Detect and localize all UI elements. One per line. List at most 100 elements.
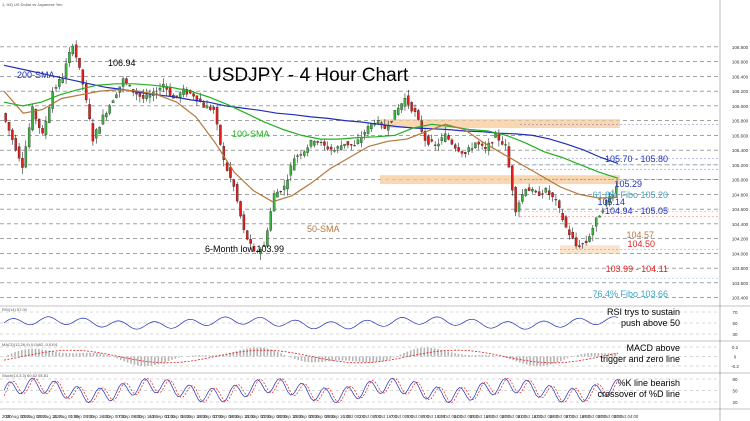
macd-histogram-bar [253,347,255,357]
macd-histogram-bar [208,355,211,357]
macd-histogram-bar [484,355,487,357]
macd-histogram-bar [611,353,613,357]
macd-histogram-bar [297,356,299,361]
time-tick-label: 25 Sep 00:00 [293,414,319,419]
macd-histogram-bar [556,356,559,363]
candle-body [121,78,125,87]
macd-histogram-bar [406,351,409,357]
macd-histogram-bar [529,356,531,366]
candle-body [95,129,98,139]
macd-histogram-bar [225,353,228,357]
candle-body [27,127,31,148]
price-tick-label: 106.200 [732,89,749,94]
macd-histogram-bar [399,354,402,357]
candle-body [34,109,38,120]
stoch-line [3,377,619,404]
candle-body [339,145,343,151]
macd-histogram-bar [461,354,463,357]
panel-tick-label: 50 [732,321,738,326]
macd-histogram-bar [229,352,231,357]
candle-body [219,124,222,145]
time-tick-label: 11 Sep 08:00 [165,414,191,419]
time-tick-label: 9 Oct 16:00 [423,414,446,419]
candle-body [601,210,605,213]
candle-body [615,186,618,194]
macd-histogram-bar [290,356,293,358]
time-tick-label: 14 Sep 16:00 [181,414,207,419]
candle-body [447,135,450,140]
sma-line [3,88,619,203]
macd-histogram-bar [355,356,357,362]
candle-body [346,141,350,146]
macd-histogram-bar [167,356,170,361]
macd-histogram-bar [560,356,562,361]
candle-body [336,146,340,149]
candle-body [64,63,68,78]
macd-histogram-bar [341,356,344,361]
candle-body [440,137,444,141]
macd-histogram-bar [314,356,317,363]
macd-histogram-bar [85,352,88,357]
macd-histogram-bar [351,356,354,362]
macd-histogram-bar [283,354,286,357]
candle-body [578,245,581,247]
macd-histogram-bar [113,356,115,358]
time-tick-label: 13 Oct 00:00 [438,414,463,419]
candle-body [98,126,101,134]
candle-body [537,191,541,196]
level-label-105-70: 105.70 - 105.80 [605,154,668,164]
macd-histogram-bar [7,354,10,357]
macd-histogram-bar [21,350,23,357]
macd-histogram-bar [106,355,108,357]
time-tick-label: 7 Sep 08:00 [118,414,142,419]
candle-body [54,87,58,89]
macd-histogram-bar [311,356,313,363]
time-tick-label: 23 Sep 16:00 [277,414,303,419]
candle-body [326,146,330,150]
time-tick-label: 2 Oct 08:00 [359,414,382,419]
price-tick-label: 105.000 [732,178,749,183]
macd-histogram-bar [379,356,381,362]
candle-body [564,216,568,228]
candle-body [48,107,51,123]
candle-body [574,237,578,247]
candle-body [41,128,44,134]
candle-body [356,139,360,144]
candle-body [400,103,403,110]
candle-body [531,189,534,192]
macd-histogram-bar [102,354,105,357]
time-tick-label: 14 Oct 08:00 [454,414,479,419]
macd-histogram-bar [488,355,490,357]
macd-histogram-bar [99,353,102,357]
rsi-caption: RSI(14) 57.00 [2,307,28,312]
macd-histogram-bar [126,356,129,363]
macd-histogram-bar [239,350,241,357]
candle-body [319,141,323,144]
macd-histogram-bar [426,347,429,357]
macd-histogram-bar [157,356,160,365]
price-tick-label: 106.400 [732,74,749,79]
level-label-104-94: 104.94 - 105.05 [605,206,668,216]
price-tick-label: 105.200 [732,163,749,168]
candle-body [490,142,494,144]
macd-signal-line [3,349,619,364]
macd-histogram-bar [348,356,351,361]
time-tick-label: 16 Sep 00:00 [197,414,223,419]
time-tick-label: 26 Oct 08:00 [550,414,575,419]
candle-body [81,69,85,85]
time-tick-label: 29 Oct 00:00 [582,414,607,419]
macd-histogram-bar [96,353,98,357]
moving-averages [3,64,619,203]
candle-body [333,150,336,152]
candle-body [145,94,148,99]
candle-body [407,95,410,105]
time-tick-label: 20 Oct 08:00 [502,414,527,419]
macd-histogram-bar [48,350,50,357]
level-label-104-50: 104.50 [627,239,655,249]
level-label-105-29: 105.29 [614,179,642,189]
panel-tick-label: -0.2 [731,364,739,369]
candle-body [239,201,242,217]
candle-body [215,107,219,125]
time-tick-label: 25 Aug 08:00 [21,414,47,419]
